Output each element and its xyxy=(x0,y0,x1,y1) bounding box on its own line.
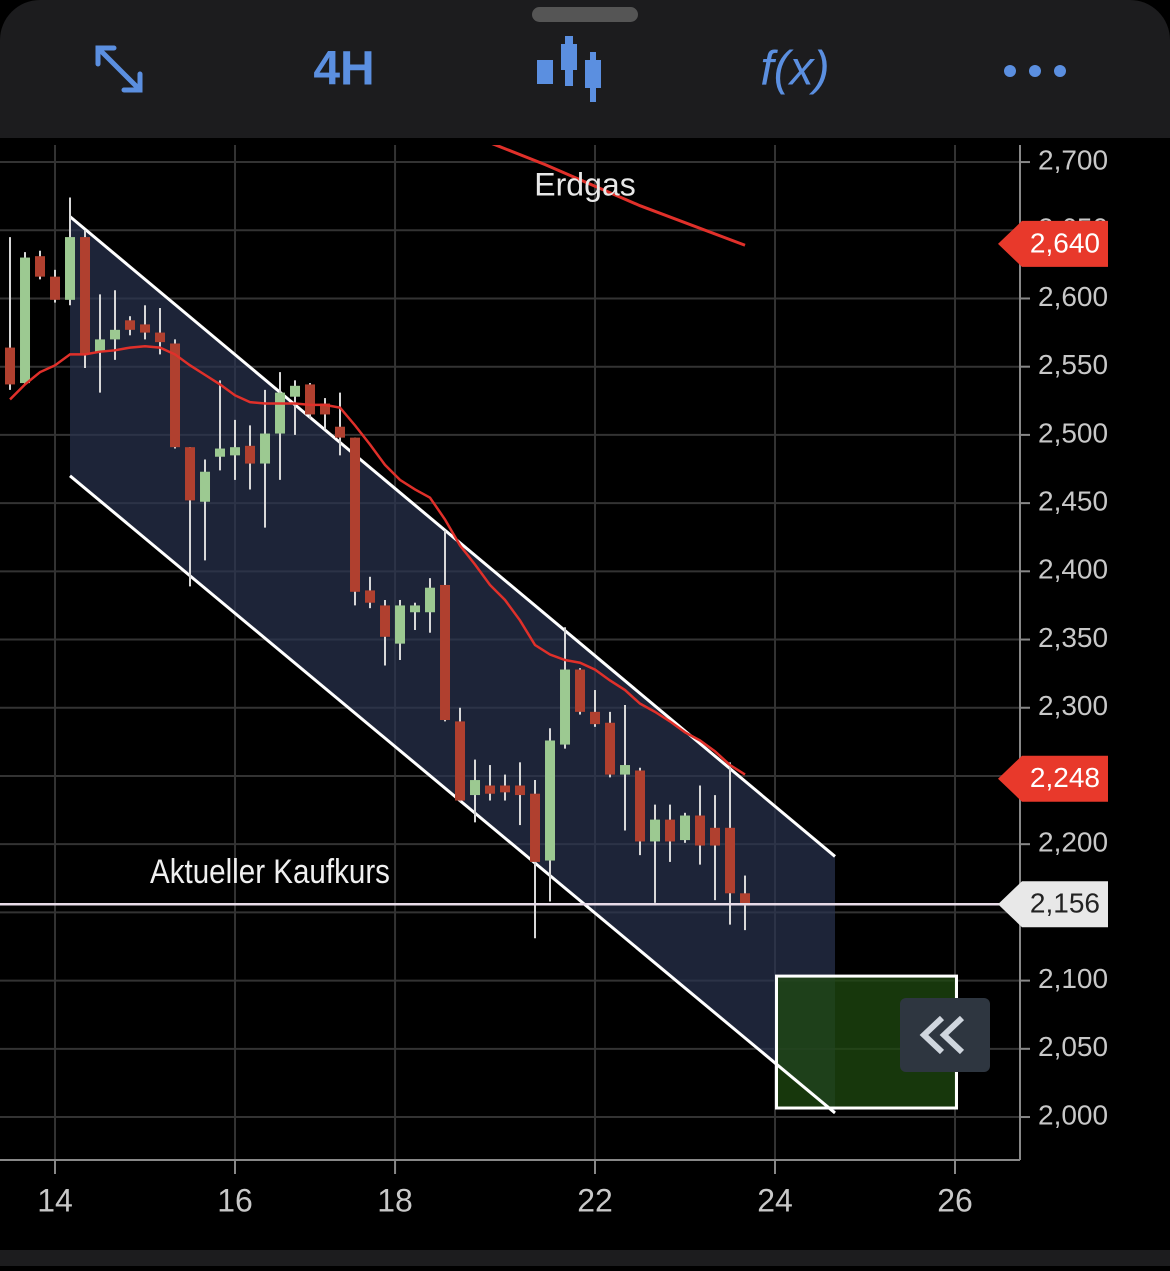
channel-line xyxy=(69,215,836,858)
y-tick-label: 2,200 xyxy=(1038,827,1108,858)
candle-body xyxy=(200,471,211,502)
candle-body xyxy=(575,669,586,712)
y-tick-label: 2,550 xyxy=(1038,349,1108,380)
candle-body xyxy=(155,332,166,343)
candle-body xyxy=(470,780,481,796)
candle-body xyxy=(650,819,661,842)
x-tick-label: 26 xyxy=(937,1182,973,1218)
candle-body xyxy=(725,827,736,894)
candle-body xyxy=(215,448,226,457)
x-tick-label: 16 xyxy=(217,1182,253,1218)
candle-body xyxy=(515,785,526,796)
candle-body xyxy=(695,815,706,846)
price-tag xyxy=(998,220,1108,267)
candle-body xyxy=(710,827,721,846)
candle-body xyxy=(740,893,751,906)
candle-body xyxy=(545,740,556,861)
y-tick-label: 2,300 xyxy=(1038,690,1108,721)
candle-body xyxy=(485,785,496,794)
candle-body xyxy=(605,722,616,775)
y-tick-label: 2,050 xyxy=(1038,1031,1108,1062)
candle-body xyxy=(110,329,121,340)
instrument-label: Erdgas xyxy=(534,166,635,202)
candle-body xyxy=(635,770,646,842)
price-tag-label: 2,640 xyxy=(1030,227,1100,258)
x-tick-label: 24 xyxy=(757,1182,793,1218)
candle-body xyxy=(365,590,376,603)
candle-body xyxy=(455,721,466,801)
candle-body xyxy=(275,392,286,434)
price-tag-label: 2,156 xyxy=(1030,888,1100,919)
candle-body xyxy=(140,324,151,333)
candle-body xyxy=(80,237,91,355)
candle-body xyxy=(350,437,361,592)
price-tag-label: 2,248 xyxy=(1030,762,1100,793)
more-button[interactable] xyxy=(1004,65,1066,77)
x-tick-label: 14 xyxy=(37,1182,73,1218)
channel-line xyxy=(69,474,836,1115)
x-tick-label: 18 xyxy=(377,1182,413,1218)
candle-body xyxy=(590,711,601,725)
x-tick-label: 22 xyxy=(577,1182,613,1218)
candle-body xyxy=(335,426,346,438)
y-tick-label: 2,000 xyxy=(1038,1099,1108,1130)
candle-body xyxy=(305,384,316,415)
candle-body xyxy=(500,785,511,793)
candle-body xyxy=(245,445,256,464)
candle-body xyxy=(230,447,241,456)
candle-body xyxy=(410,605,421,613)
candle-body xyxy=(665,819,676,842)
candle-body xyxy=(440,584,451,721)
indicator-button[interactable]: f(x) xyxy=(760,43,829,96)
candle-body xyxy=(560,669,571,745)
candle-body xyxy=(5,347,16,385)
fullscreen-icon[interactable] xyxy=(95,45,143,93)
candle-body xyxy=(35,256,46,277)
candle-body xyxy=(185,447,196,501)
y-tick-label: 2,600 xyxy=(1038,281,1108,312)
price-tag xyxy=(998,755,1108,802)
candle-body xyxy=(170,343,181,448)
moving-average xyxy=(9,344,746,776)
candle-body xyxy=(95,339,106,352)
drag-handle[interactable] xyxy=(532,7,638,22)
candle-body xyxy=(380,605,391,637)
candle-body xyxy=(530,793,541,862)
candle-body xyxy=(125,320,136,330)
candle-body xyxy=(320,403,331,415)
y-tick-label: 2,450 xyxy=(1038,486,1108,517)
y-tick-label: 2,400 xyxy=(1038,554,1108,585)
current-price-text: Aktueller Kaufkurs xyxy=(150,852,390,890)
candle-body xyxy=(395,605,406,644)
candle-body xyxy=(680,815,691,841)
candle-body xyxy=(260,433,271,464)
candle-body xyxy=(620,765,631,775)
comparison-line xyxy=(491,145,746,247)
chart-type-icon[interactable] xyxy=(537,36,601,102)
y-tick-label: 2,350 xyxy=(1038,622,1108,653)
y-tick-label: 2,500 xyxy=(1038,417,1108,448)
candle-body xyxy=(290,385,301,397)
y-tick-label: 2,700 xyxy=(1038,144,1108,175)
candle-body xyxy=(50,276,61,300)
price-tag xyxy=(998,881,1108,928)
bottom-bar xyxy=(0,1250,1170,1266)
collapse-icon xyxy=(919,1015,965,1055)
interval-button[interactable]: 4H xyxy=(313,43,374,96)
y-tick-label: 2,100 xyxy=(1038,963,1108,994)
channel-area xyxy=(70,216,836,1113)
candle-body xyxy=(425,587,436,613)
candle-body xyxy=(20,257,31,384)
candle-body xyxy=(65,237,76,300)
